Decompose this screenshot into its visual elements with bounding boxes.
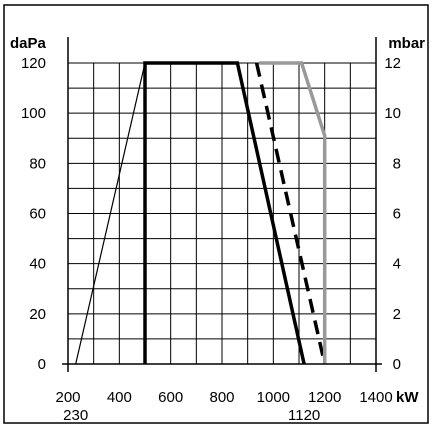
x-tick-label: 600 [158, 389, 183, 406]
series-group [75, 61, 327, 365]
y-left-tick-label: 0 [38, 356, 46, 373]
y-left-tick-label: 100 [21, 105, 46, 122]
series-line-dashed-black [254, 62, 327, 365]
y-right-tick-label: 10 [384, 105, 401, 122]
y-right-tick-label: 6 [393, 206, 401, 223]
x-tick-label: 1000 [257, 389, 290, 406]
x-tick-label: 800 [209, 389, 234, 406]
series-line-thin-black [75, 62, 146, 365]
x-extra-label: 1120 [288, 407, 320, 424]
y-left-tick-label: 40 [29, 256, 46, 273]
y-right-tick-label: 2 [393, 306, 401, 323]
y-left-unit-label: daPa [10, 35, 47, 52]
y-right-tick-label: 12 [384, 55, 401, 72]
series-line-thick-black [143, 61, 306, 365]
y-left-tick-label: 60 [29, 206, 46, 223]
y-left-tick-label: 120 [21, 55, 46, 72]
y-right-tick-label: 0 [393, 356, 401, 373]
y-right-tick-label: 4 [393, 256, 401, 273]
x-extra-label: 230 [63, 407, 88, 424]
x-tick-label: 200 [55, 389, 80, 406]
x-tick-label: 1200 [308, 389, 341, 406]
y-left-tick-label: 80 [29, 155, 46, 172]
y-right-unit-label: mbar [388, 35, 425, 52]
y-left-tick-label: 20 [29, 306, 46, 323]
series-line-thick-gray [259, 61, 327, 364]
y-right-tick-label: 8 [393, 155, 401, 172]
x-tick-label: 400 [107, 389, 132, 406]
axes [62, 37, 382, 372]
x-unit-label: kW [396, 389, 419, 406]
x-tick-label: 1400 [359, 389, 392, 406]
